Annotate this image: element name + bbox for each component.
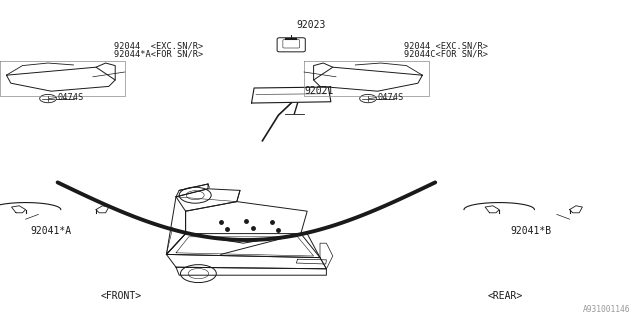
Text: 92021: 92021 xyxy=(304,86,333,96)
Text: 0474S: 0474S xyxy=(378,93,404,102)
Text: 92044C<FOR SN/R>: 92044C<FOR SN/R> xyxy=(404,49,488,58)
Text: 92023: 92023 xyxy=(296,20,326,30)
Text: 92041*A: 92041*A xyxy=(31,226,72,236)
Text: <FRONT>: <FRONT> xyxy=(101,291,142,301)
Text: 0474S: 0474S xyxy=(58,93,84,102)
Text: 92044*A<FOR SN/R>: 92044*A<FOR SN/R> xyxy=(114,49,203,58)
Text: A931001146: A931001146 xyxy=(583,305,630,314)
Text: <REAR>: <REAR> xyxy=(488,291,524,301)
Text: 92044  <EXC.SN/R>: 92044 <EXC.SN/R> xyxy=(114,42,203,51)
Text: 92044 <EXC.SN/R>: 92044 <EXC.SN/R> xyxy=(404,42,488,51)
Text: 92041*B: 92041*B xyxy=(511,226,552,236)
